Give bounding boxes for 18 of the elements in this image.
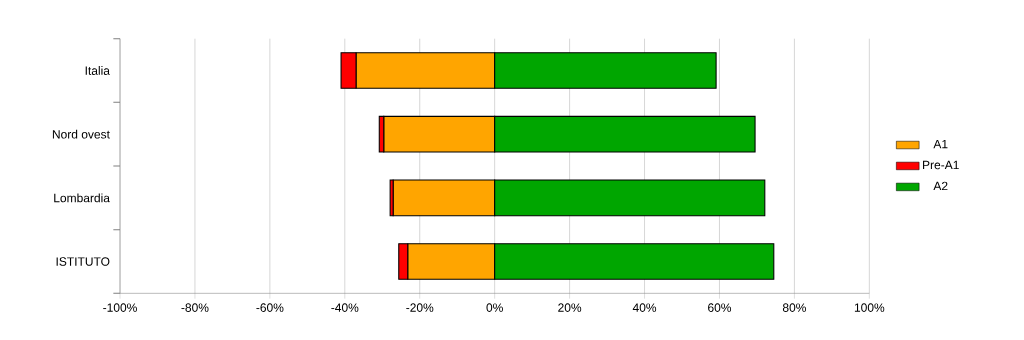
x-tick-label: 0%: [486, 303, 503, 312]
x-tick-label: 100%: [854, 303, 885, 312]
x-tick-label: -20%: [406, 303, 434, 312]
x-tick-label: 80%: [782, 303, 806, 312]
x-tick-label: -80%: [181, 303, 209, 312]
y-tick-label: Lombardia: [54, 193, 110, 203]
x-tick-label: 20%: [558, 303, 582, 312]
y-tick-label: ISTITUTO: [56, 257, 110, 266]
x-tick-label: 40%: [632, 303, 657, 312]
legend-label: A1: [933, 139, 948, 149]
legend-label: A2: [933, 181, 948, 191]
x-tick-label: -100%: [103, 303, 137, 312]
legend-label: Pre-A1: [923, 160, 959, 170]
x-tick-label: -60%: [256, 303, 284, 312]
x-tick-label: 60%: [708, 303, 732, 312]
y-tick-label: Italia: [85, 66, 110, 75]
y-tick-label: Nord ovest: [52, 129, 110, 139]
x-tick-label: -40%: [331, 303, 359, 312]
